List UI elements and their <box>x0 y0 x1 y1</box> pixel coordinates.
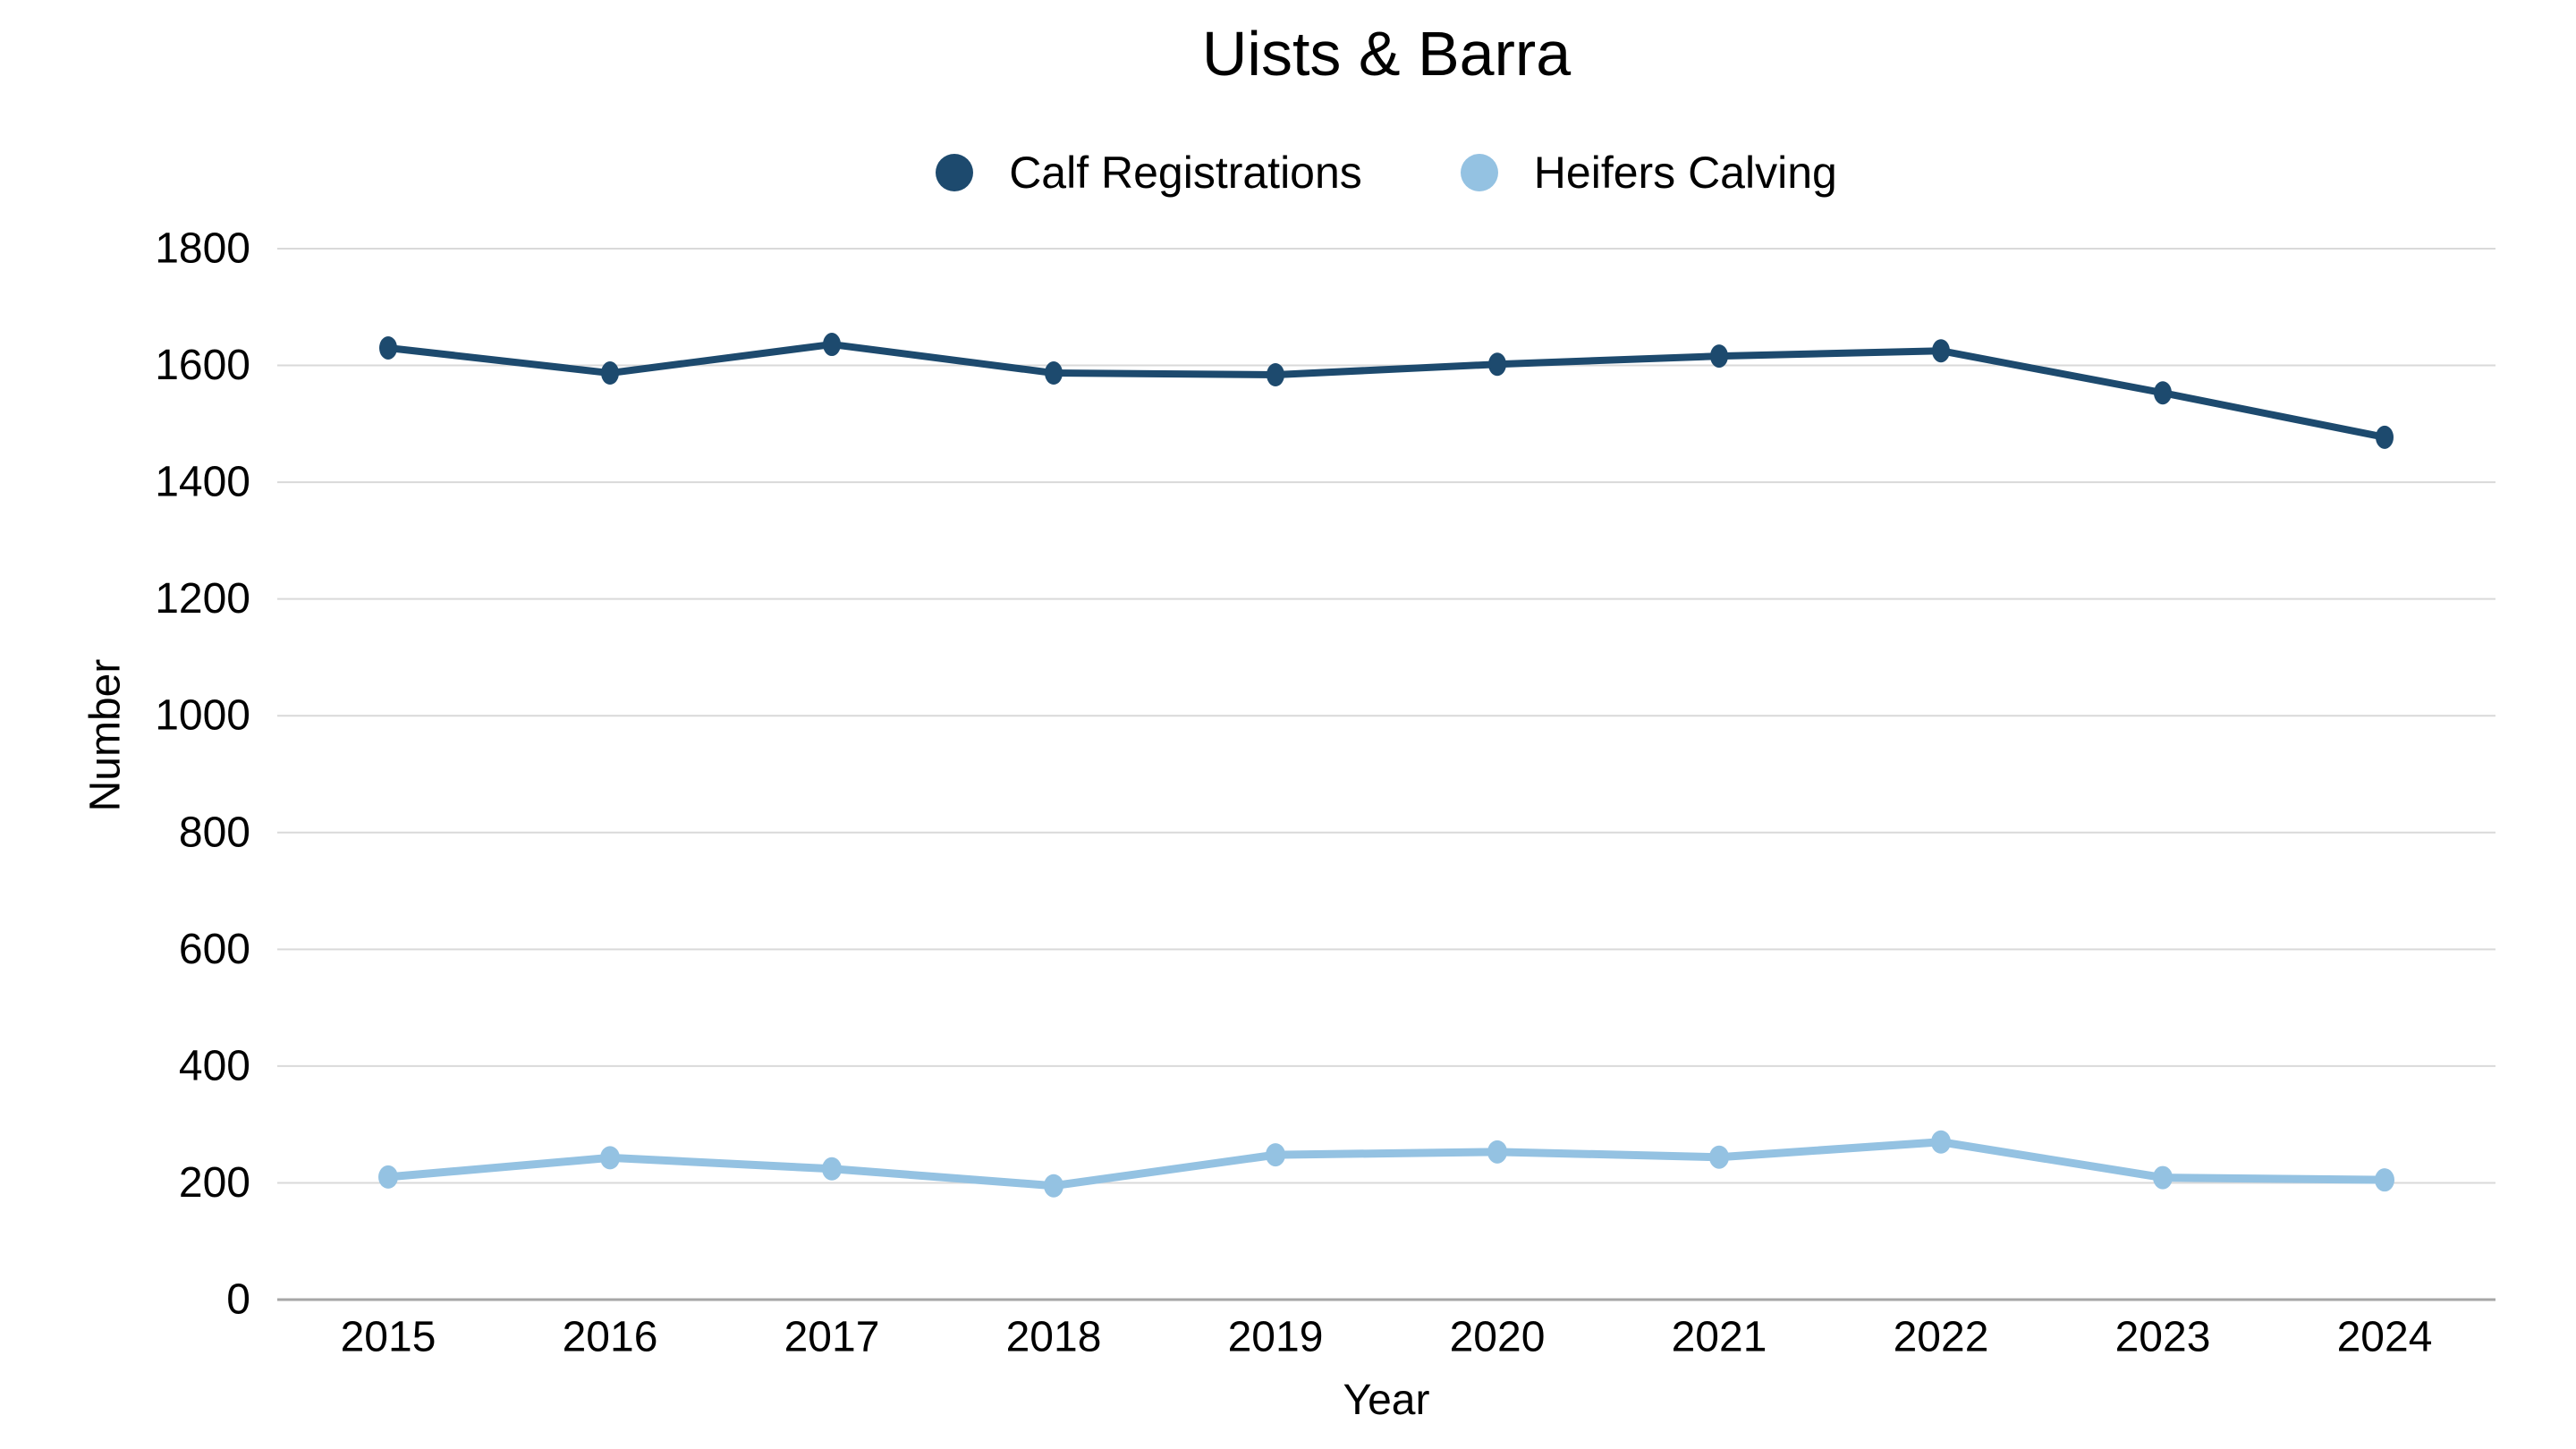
data-point-marker[interactable] <box>2375 1168 2394 1192</box>
y-tick-label: 800 <box>179 809 250 856</box>
data-point-marker[interactable] <box>1931 1130 1951 1154</box>
x-tick-label: 2021 <box>1672 1314 1767 1361</box>
y-tick-label: 1000 <box>155 692 250 740</box>
x-tick-label: 2024 <box>2337 1314 2433 1361</box>
data-point-marker[interactable] <box>2154 381 2172 405</box>
data-point-marker[interactable] <box>822 1157 842 1181</box>
data-point-marker[interactable] <box>1488 352 1506 377</box>
data-point-marker[interactable] <box>1932 339 1950 363</box>
data-point-marker[interactable] <box>1266 1143 1285 1167</box>
legend: Calf Registrations Heifers Calving <box>277 147 2496 199</box>
x-tick-label: 2015 <box>341 1314 436 1361</box>
y-tick-label: 1200 <box>155 575 250 623</box>
data-point-marker[interactable] <box>600 1146 620 1170</box>
legend-item-calf-registrations[interactable]: Calf Registrations <box>936 147 1362 199</box>
data-point-marker[interactable] <box>2376 425 2394 449</box>
y-tick-label: 0 <box>226 1276 250 1324</box>
y-tick-label: 600 <box>179 926 250 973</box>
data-point-marker[interactable] <box>1044 1174 1063 1198</box>
heifers-calving-swatch-icon <box>1460 154 1498 191</box>
x-tick-label: 2022 <box>1894 1314 1989 1361</box>
x-tick-label: 2023 <box>2115 1314 2211 1361</box>
x-tick-label: 2018 <box>1006 1314 1102 1361</box>
y-tick-label: 1400 <box>155 459 250 506</box>
data-point-marker[interactable] <box>823 333 841 357</box>
data-point-marker[interactable] <box>2153 1165 2173 1190</box>
chart-title: Uists & Barra <box>1201 19 1572 89</box>
x-axis-title: Year <box>1343 1377 1430 1424</box>
x-tick-label: 2017 <box>784 1314 880 1361</box>
series-line-calf-registrations <box>385 341 2388 441</box>
x-tick-label: 2020 <box>1450 1314 1546 1361</box>
data-point-marker[interactable] <box>601 361 619 386</box>
y-tick-label: 1800 <box>155 225 250 273</box>
data-point-marker[interactable] <box>1045 361 1063 386</box>
data-point-marker[interactable] <box>1709 1145 1729 1169</box>
series-line-heifers-calving <box>384 1138 2389 1191</box>
y-axis-title: Number <box>81 658 130 812</box>
x-tick-label: 2016 <box>563 1314 658 1361</box>
legend-item-heifers-calving[interactable]: Heifers Calving <box>1460 147 1837 199</box>
data-point-marker[interactable] <box>1710 344 1728 369</box>
y-tick-label: 1600 <box>155 342 250 389</box>
calf-registrations-swatch-icon <box>936 154 974 191</box>
data-point-marker[interactable] <box>378 1165 398 1189</box>
legend-label: Calf Registrations <box>1009 148 1362 198</box>
data-point-marker[interactable] <box>1487 1140 1507 1164</box>
data-point-marker[interactable] <box>379 335 397 360</box>
y-tick-label: 400 <box>179 1042 250 1089</box>
legend-label: Heifers Calving <box>1533 148 1837 198</box>
data-point-marker[interactable] <box>1267 363 1284 386</box>
y-tick-label: 200 <box>179 1159 250 1207</box>
x-tick-label: 2019 <box>1228 1314 1324 1361</box>
